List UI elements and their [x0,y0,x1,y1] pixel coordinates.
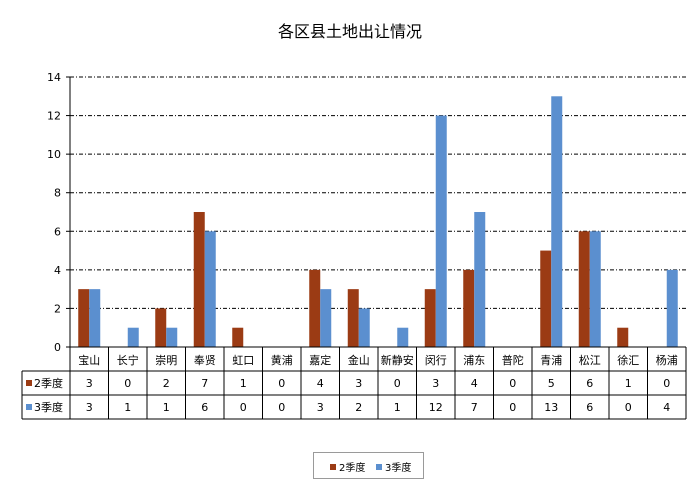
data-label: 2 [163,377,170,390]
bar-1-奉贤 [193,212,205,347]
data-label: 4 [317,377,324,390]
data-label: 6 [201,401,208,414]
data-label: 3 [432,377,439,390]
data-label: 12 [429,401,443,414]
y-tick-label: 10 [47,148,61,161]
data-label: 0 [663,377,670,390]
bar-1-嘉定 [309,269,321,347]
y-tick-label: 0 [54,341,61,354]
bar-1-浦东 [463,269,475,347]
x-tick-label: 崇明 [155,354,177,367]
x-tick-label: 浦东 [463,354,485,367]
data-label: 6 [586,377,593,390]
bar-2-嘉定 [320,289,332,347]
bar-1-金山 [347,289,359,347]
y-tick-label: 12 [47,110,61,123]
data-label: 5 [548,377,555,390]
bar-2-金山 [358,308,370,347]
data-label: 0 [509,377,516,390]
bar-1-徐汇 [617,327,629,347]
y-tick-label: 6 [54,225,61,238]
x-tick-label: 新静安 [381,353,414,367]
data-label: 0 [278,401,285,414]
data-label: 4 [663,401,670,414]
x-tick-label: 黄浦 [271,353,293,367]
data-label: 7 [201,377,208,390]
legend-swatch-series-2 [376,463,382,470]
x-tick-label: 金山 [348,353,370,367]
bar-2-杨浦 [666,269,678,347]
bar-2-奉贤 [204,231,216,347]
data-label: 3 [317,401,324,414]
bar-2-浦东 [474,212,486,347]
legend: 2季度 3季度 [313,452,424,479]
bar-2-青浦 [551,96,563,348]
data-label: 1 [124,401,131,414]
bar-1-宝山 [78,289,90,347]
x-tick-label: 虹口 [232,354,254,367]
table-legend-key [26,404,32,410]
y-tick-label: 2 [54,302,61,315]
bar-1-松江 [578,231,590,347]
data-label: 3 [355,377,362,390]
data-label: 0 [278,377,285,390]
bar-2-闵行 [435,115,447,347]
data-label: 1 [394,401,401,414]
data-label: 2 [355,401,362,414]
data-label: 0 [509,401,516,414]
bar-1-崇明 [155,308,167,347]
x-tick-label: 嘉定 [309,353,331,367]
data-label: 7 [471,401,478,414]
x-tick-label: 长宁 [117,353,139,367]
x-tick-label: 闵行 [425,353,447,367]
x-tick-label: 普陀 [502,353,524,367]
x-tick-label: 杨浦 [656,353,678,367]
data-label: 3 [86,377,93,390]
data-label: 4 [471,377,478,390]
bar-1-虹口 [232,327,244,347]
bar-1-青浦 [540,250,552,347]
table-series-label: 2季度 [34,376,63,390]
data-label: 0 [124,377,131,390]
legend-item-series-2: 3季度 [376,459,411,474]
y-tick-label: 8 [54,187,61,200]
bar-2-新静安 [397,327,409,347]
x-tick-label: 青浦 [540,354,562,367]
data-label: 0 [625,401,632,414]
legend-label-series-1: 2季度 [339,463,366,474]
data-label: 13 [544,401,558,414]
bar-2-崇明 [166,327,178,347]
y-tick-label: 14 [47,71,61,84]
legend-item-series-1: 2季度 [330,459,365,474]
legend-swatch-series-1 [330,463,336,470]
x-tick-label: 松江 [579,353,601,367]
data-label: 1 [240,377,247,390]
bar-2-长宁 [127,327,139,347]
legend-label-series-2: 3季度 [385,463,412,474]
x-tick-label: 宝山 [78,353,100,367]
data-label: 0 [394,377,401,390]
y-tick-label: 4 [54,264,61,277]
table-series-label: 3季度 [34,400,63,414]
data-label: 6 [586,401,593,414]
data-label: 0 [240,401,247,414]
bar-2-松江 [589,231,601,347]
chart-title: 各区县土地出让情况 [277,22,422,41]
data-label: 1 [625,377,632,390]
x-tick-label: 奉贤 [194,353,216,367]
x-tick-label: 徐汇 [617,353,639,367]
data-label: 1 [163,401,170,414]
data-label: 3 [86,401,93,414]
table-legend-key [26,380,32,386]
bar-1-闵行 [424,289,436,347]
bar-2-宝山 [89,289,101,347]
